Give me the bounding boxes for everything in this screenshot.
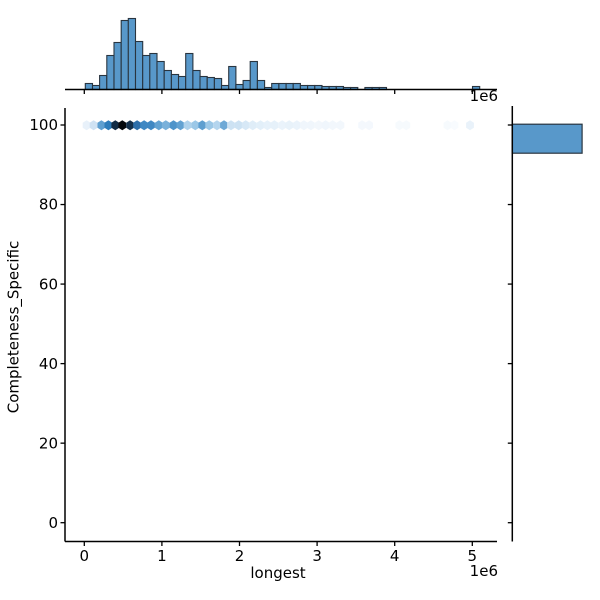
hexbin-cell (198, 120, 207, 131)
histogram-bar (149, 52, 158, 91)
histogram-bar (249, 60, 258, 91)
hexbin-cell (176, 120, 185, 131)
hexbin-cell (336, 120, 345, 131)
y-tick-label: 60 (39, 275, 58, 293)
hexbin-cell (140, 120, 148, 131)
y-tick-label: 80 (39, 196, 58, 214)
x-tick-label: 3 (312, 547, 322, 565)
histogram-bar (142, 54, 151, 91)
hexbin-cell (278, 120, 287, 131)
x-tick-label: 2 (235, 547, 245, 565)
histogram-bar (113, 41, 122, 91)
histogram-bar (192, 69, 201, 91)
histogram-bar (242, 79, 251, 91)
y-tick-label: 40 (39, 355, 58, 373)
hexbin-cell (307, 120, 315, 131)
hexbin-cell (328, 120, 337, 131)
hexbin-cell (365, 120, 373, 131)
histogram-bar (170, 73, 180, 91)
histogram-bar (163, 69, 172, 91)
hexbin-cell (104, 120, 113, 131)
x-tick-label: 1 (157, 547, 167, 565)
x-tick-label: 4 (390, 547, 400, 565)
y-tick-label: 100 (29, 116, 58, 134)
hexbin-cell (111, 120, 120, 131)
hexbin-cell (227, 120, 235, 131)
hexbin-cell (358, 120, 366, 131)
histogram-bar (134, 40, 144, 91)
histogram-bar (213, 77, 223, 91)
top-marginal-offset-text: 1e6 (469, 87, 498, 105)
histogram-bar (84, 82, 94, 91)
hexbin-cell (241, 120, 250, 131)
hexbin-cell (395, 120, 404, 131)
histogram-bar (228, 65, 237, 91)
hexbin-cell (256, 120, 265, 131)
histogram-bar (120, 19, 129, 91)
hexbin-cell (82, 120, 91, 131)
hexbin-cell (314, 120, 323, 131)
hexbin-cell (97, 120, 106, 131)
hexbin-cell (161, 120, 170, 131)
histogram-bar (156, 60, 165, 91)
y-tick-label: 0 (48, 514, 58, 532)
hexbin-cell (248, 120, 257, 131)
tick-labels: 0 1 2 3 4 5 0 20 40 60 80 100 (29, 116, 477, 565)
histogram-bar (206, 76, 215, 91)
hexbin-cell (293, 120, 301, 131)
hexbin-cell (234, 120, 243, 131)
hexbin-cell (154, 120, 163, 131)
histogram-bar (177, 75, 187, 91)
histogram-bar (199, 75, 208, 91)
histogram-bar (285, 82, 294, 91)
histogram-bar (271, 82, 280, 91)
hexbin-cell (183, 120, 192, 131)
hexbin-cell (285, 120, 294, 131)
hexbin-cell (263, 120, 272, 131)
hexbin-cell (118, 120, 127, 131)
histogram-bar (256, 79, 266, 91)
y-tick-label: 20 (39, 434, 58, 452)
hexbin-cell (169, 120, 178, 131)
hexbin-cell (89, 120, 98, 131)
hexbin-cell (191, 120, 200, 131)
hexbin-cell (321, 120, 330, 131)
hexbin-cell (133, 120, 141, 131)
histogram-bar (99, 74, 108, 91)
hexbin-cell (402, 120, 411, 131)
histogram-bar (106, 54, 115, 91)
axis-ticks (60, 89, 513, 546)
hexbin-cell (220, 120, 228, 131)
hexbin-cell (443, 120, 452, 131)
x-axis-label: longest (250, 564, 306, 582)
hexbin-cell (300, 120, 308, 131)
histogram-bar (511, 123, 583, 154)
x-axis-offset-text: 1e6 (469, 562, 498, 580)
hexbin-row (82, 120, 474, 131)
histogram-bar (127, 17, 137, 91)
hexbin-cell (213, 120, 221, 131)
hexbin-cell (147, 120, 155, 131)
x-tick-label: 0 (80, 547, 90, 565)
histogram-bar (185, 52, 194, 91)
y-axis-label: Completeness_Specific (4, 240, 23, 414)
histogram-bar (278, 82, 287, 91)
right-histogram-bars (511, 123, 583, 154)
hexbin-cell (450, 120, 459, 131)
hexbin-cell (126, 120, 134, 131)
hexbin-cell (270, 120, 279, 131)
hexbin-cell (205, 120, 214, 131)
x-tick-label: 5 (468, 547, 478, 565)
axes-spines (64, 88, 514, 543)
top-histogram-bars (84, 17, 481, 91)
histogram-bar (292, 82, 301, 91)
hexbin-cell (466, 120, 474, 131)
